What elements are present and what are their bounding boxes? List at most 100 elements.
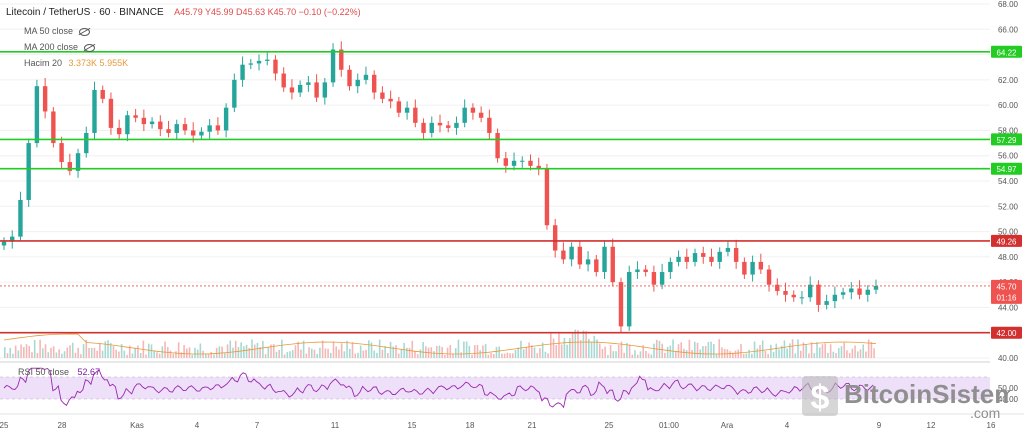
candle-body[interactable] xyxy=(289,87,295,93)
candle-body[interactable] xyxy=(635,269,640,273)
candle-body[interactable] xyxy=(717,251,722,262)
candle-body[interactable] xyxy=(158,121,163,130)
level-tag-49.26[interactable] xyxy=(991,234,1022,247)
candle-body[interactable] xyxy=(92,89,97,133)
candle-body[interactable] xyxy=(355,79,360,87)
candle-body[interactable] xyxy=(495,132,500,159)
candle-body[interactable] xyxy=(199,131,204,136)
candle-body[interactable] xyxy=(437,122,443,126)
candle-body[interactable] xyxy=(470,107,476,113)
candle-body[interactable] xyxy=(692,253,698,262)
candle-body[interactable] xyxy=(396,101,402,113)
candle-body[interactable] xyxy=(108,98,114,128)
candle-body[interactable] xyxy=(569,246,574,260)
level-tag-42.00[interactable] xyxy=(991,326,1022,339)
candle-body[interactable] xyxy=(758,261,764,270)
rsi-line[interactable] xyxy=(3,367,874,409)
candle-body[interactable] xyxy=(668,261,673,273)
candle-body[interactable] xyxy=(149,121,155,125)
candle-body[interactable] xyxy=(561,250,566,260)
candle-body[interactable] xyxy=(849,288,854,293)
candle-body[interactable] xyxy=(503,158,509,166)
candle-body[interactable] xyxy=(141,117,147,125)
candle-body[interactable] xyxy=(240,64,245,80)
ma50-legend[interactable]: MA 50 close xyxy=(24,26,91,36)
candle-body[interactable] xyxy=(232,79,237,108)
candle-body[interactable] xyxy=(133,115,138,118)
candle-body[interactable] xyxy=(750,261,755,275)
candle-body[interactable] xyxy=(42,86,48,112)
candle-body[interactable] xyxy=(18,199,23,237)
candle-body[interactable] xyxy=(684,256,689,262)
hidden-eye-icon[interactable] xyxy=(79,27,91,36)
candle-body[interactable] xyxy=(594,259,599,273)
candle-body[interactable] xyxy=(454,122,459,128)
candle-body[interactable] xyxy=(26,143,31,200)
candle-body[interactable] xyxy=(487,117,492,133)
candle-body[interactable] xyxy=(191,130,196,136)
candle-body[interactable] xyxy=(339,49,344,70)
candle-body[interactable] xyxy=(536,165,541,169)
rsi-legend[interactable]: RSI 50 close 52.67 xyxy=(18,367,100,377)
candle-body[interactable] xyxy=(701,253,706,257)
candle-body[interactable] xyxy=(281,73,286,88)
candle-body[interactable] xyxy=(577,246,583,265)
candle-body[interactable] xyxy=(585,259,591,265)
candle-body[interactable] xyxy=(182,124,188,131)
candle-body[interactable] xyxy=(347,69,352,87)
hidden-eye-icon[interactable] xyxy=(84,43,96,52)
ma200-legend[interactable]: MA 200 close xyxy=(24,42,96,52)
price-axis-panel[interactable] xyxy=(990,0,1024,435)
candle-body[interactable] xyxy=(552,225,558,251)
candle-body[interactable] xyxy=(651,272,657,285)
candle-body[interactable] xyxy=(643,269,648,273)
candle-body[interactable] xyxy=(742,261,747,275)
candle-body[interactable] xyxy=(816,284,821,305)
level-tag-57.29[interactable] xyxy=(991,133,1022,146)
candle-body[interactable] xyxy=(314,82,319,98)
candle-body[interactable] xyxy=(618,282,624,327)
candle-body[interactable] xyxy=(528,160,533,166)
candle-body[interactable] xyxy=(807,284,813,298)
candle-body[interactable] xyxy=(256,60,262,64)
candle-body[interactable] xyxy=(446,125,451,128)
candle-body[interactable] xyxy=(10,236,15,242)
last-price-tag[interactable] xyxy=(991,279,1022,304)
candle-body[interactable] xyxy=(791,294,796,298)
candle-body[interactable] xyxy=(322,82,328,98)
candle-body[interactable] xyxy=(429,122,434,133)
candle-body[interactable] xyxy=(544,168,550,226)
candle-body[interactable] xyxy=(709,256,714,262)
candle-body[interactable] xyxy=(478,112,484,118)
candle-body[interactable] xyxy=(832,294,838,302)
candle-body[interactable] xyxy=(380,92,385,99)
candle-body[interactable] xyxy=(511,160,517,166)
candle-body[interactable] xyxy=(51,111,56,144)
candle-body[interactable] xyxy=(462,107,467,123)
candle-body[interactable] xyxy=(676,256,681,262)
candle-body[interactable] xyxy=(857,288,862,295)
candle-body[interactable] xyxy=(34,86,40,144)
candle-body[interactable] xyxy=(404,107,410,113)
candle-body[interactable] xyxy=(75,153,81,171)
candle-body[interactable] xyxy=(265,59,270,61)
candle-body[interactable] xyxy=(421,122,426,133)
candle-body[interactable] xyxy=(659,272,665,285)
candle-body[interactable] xyxy=(610,246,615,283)
candle-body[interactable] xyxy=(775,284,780,291)
candle-body[interactable] xyxy=(733,248,739,262)
candle-body[interactable] xyxy=(363,74,369,80)
candle-body[interactable] xyxy=(799,297,805,299)
candle-body[interactable] xyxy=(840,292,846,295)
candle-body[interactable] xyxy=(100,89,105,99)
candle-body[interactable] xyxy=(215,125,221,131)
candle-body[interactable] xyxy=(725,248,731,252)
candle-body[interactable] xyxy=(125,115,130,135)
candle-body[interactable] xyxy=(67,162,73,171)
candle-body[interactable] xyxy=(174,124,179,133)
candle-body[interactable] xyxy=(413,107,418,123)
candle-body[interactable] xyxy=(824,301,829,305)
candle-body[interactable] xyxy=(783,290,788,295)
